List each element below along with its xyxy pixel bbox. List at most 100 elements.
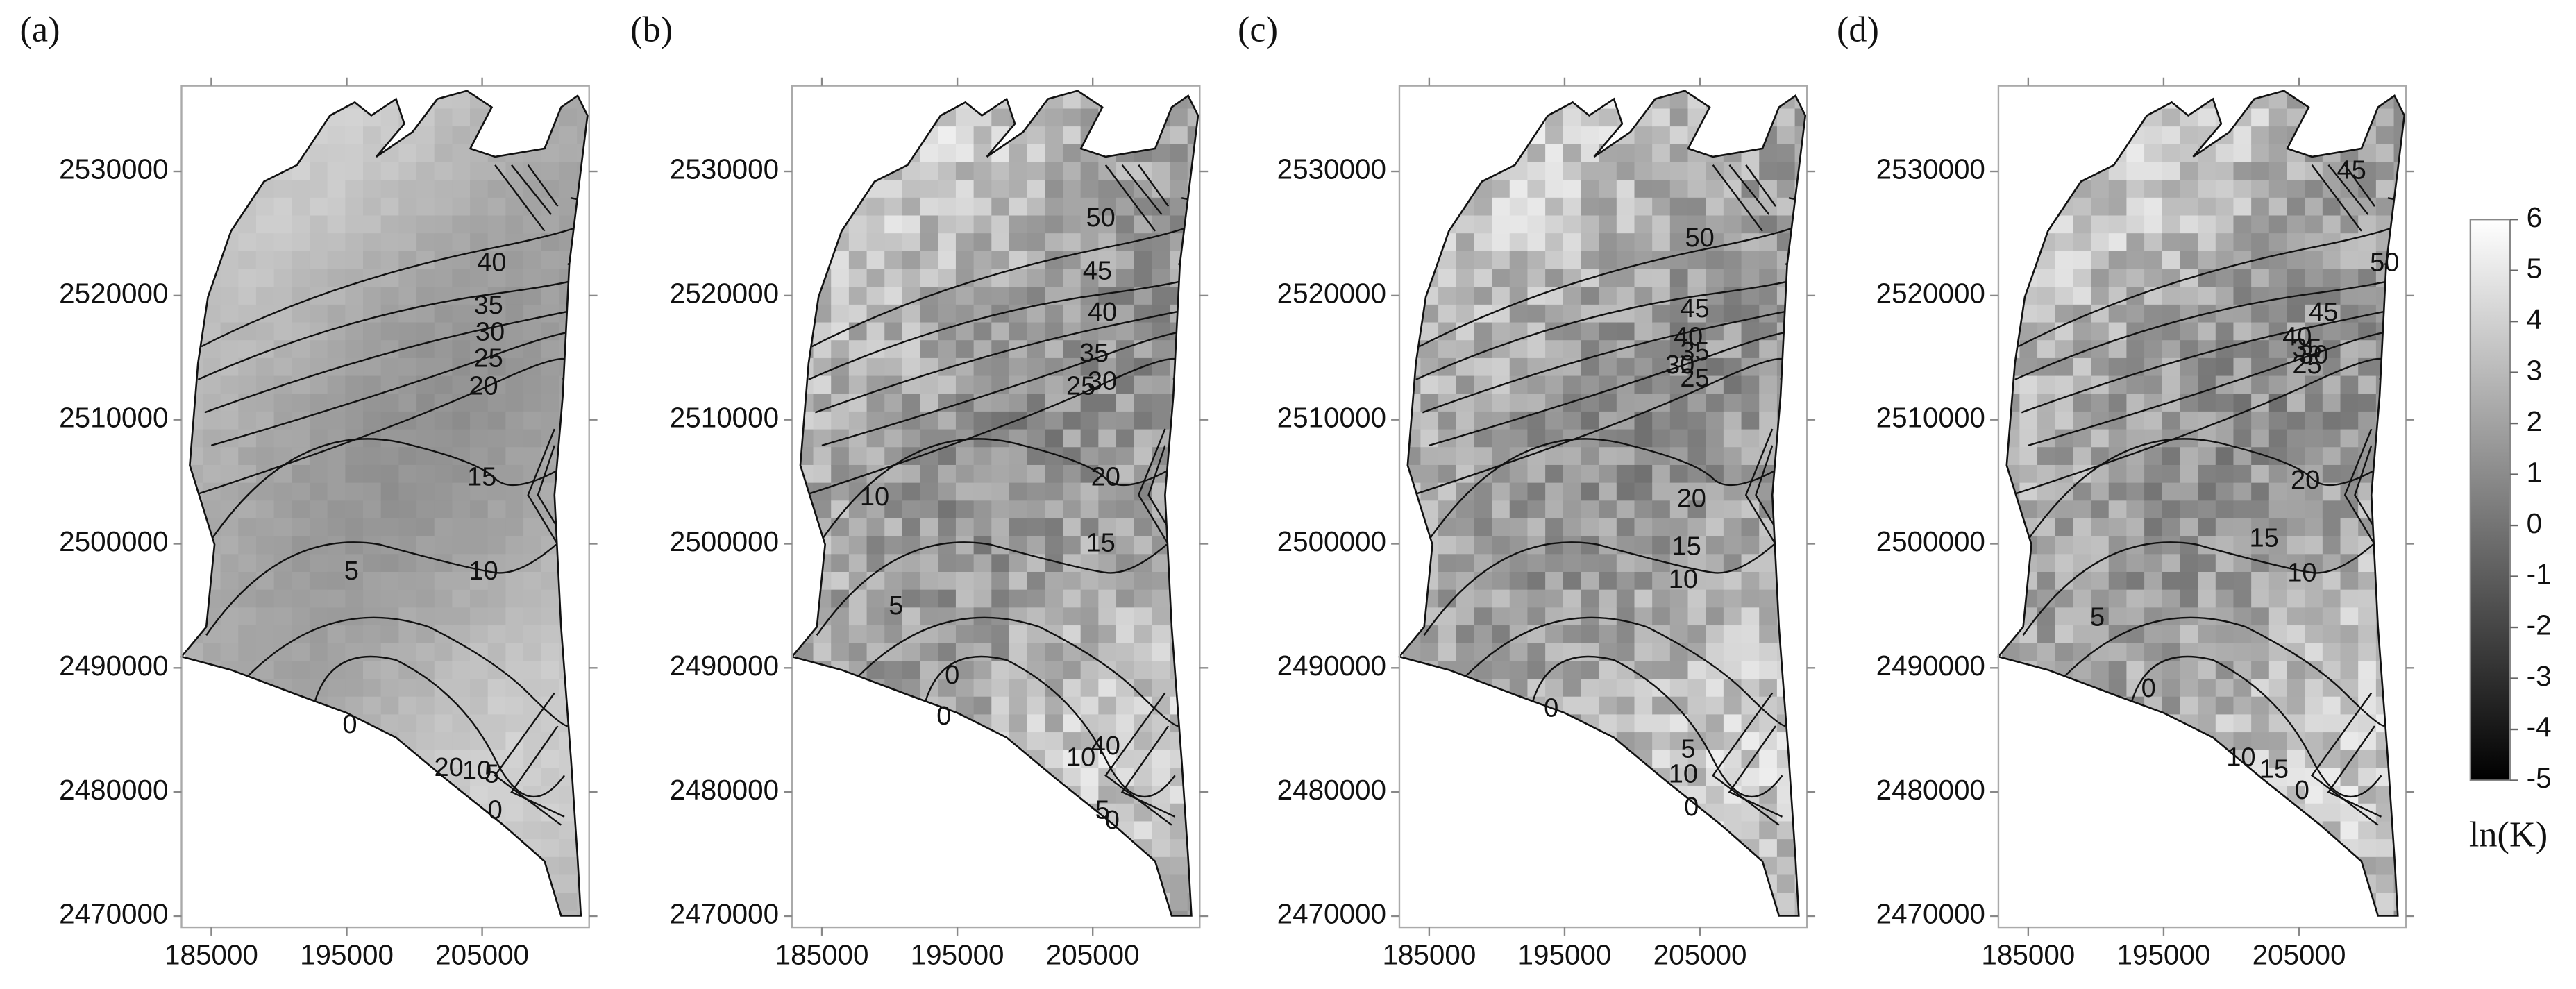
- cell: [1420, 893, 1439, 911]
- cell: [1170, 429, 1188, 448]
- cell: [955, 554, 975, 573]
- cell: [309, 571, 328, 591]
- cell: [1062, 394, 1081, 412]
- cell: [185, 786, 203, 804]
- cell: [380, 287, 400, 305]
- cell: [1009, 554, 1028, 573]
- cell: [2126, 768, 2145, 786]
- cell: [470, 251, 489, 270]
- cell: [327, 322, 346, 341]
- cell: [1687, 589, 1706, 609]
- cell: [1438, 893, 1457, 911]
- cell: [1687, 304, 1706, 323]
- cell: [2305, 180, 2323, 198]
- cell: [2073, 732, 2091, 751]
- cell: [1634, 643, 1653, 662]
- cell: [185, 90, 203, 110]
- cell: [1492, 180, 1510, 198]
- cell: [292, 768, 310, 786]
- cell: [1599, 251, 1617, 270]
- cell: [505, 269, 524, 287]
- cell: [1723, 910, 1742, 916]
- cell: [1098, 269, 1117, 287]
- cell: [920, 162, 938, 180]
- cell: [2287, 197, 2305, 217]
- cell: [1170, 180, 1188, 198]
- cell: [577, 696, 588, 716]
- cell: [380, 464, 400, 484]
- cell: [2001, 768, 2021, 786]
- cell: [1759, 732, 1778, 751]
- cell: [973, 607, 993, 626]
- cell: [2001, 571, 2021, 591]
- cell: [795, 144, 814, 163]
- cell: [1545, 197, 1564, 217]
- cell: [398, 893, 417, 911]
- cell: [1669, 500, 1689, 519]
- cell: [345, 215, 364, 234]
- cell: [1080, 589, 1100, 609]
- cell: [2375, 197, 2395, 217]
- cell: [2287, 571, 2305, 591]
- cell: [238, 375, 257, 394]
- cell: [1492, 287, 1510, 305]
- cell: [813, 910, 832, 916]
- cell: [1687, 768, 1706, 786]
- cell: [1759, 607, 1778, 626]
- cell: [255, 251, 275, 270]
- cell: [1634, 180, 1653, 198]
- cell: [1402, 144, 1422, 163]
- cell: [505, 500, 524, 519]
- cell: [2162, 768, 2181, 786]
- cell: [1456, 910, 1475, 916]
- cell: [1563, 340, 1582, 359]
- cell: [1652, 839, 1671, 858]
- cell: [2162, 180, 2181, 198]
- cell: [884, 571, 903, 591]
- cell: [831, 411, 850, 430]
- cell: [1687, 269, 1706, 287]
- y-tick-label: 2510000: [670, 401, 779, 433]
- cell: [1759, 661, 1778, 679]
- cell: [991, 589, 1010, 609]
- cell: [1706, 750, 1724, 769]
- cell: [327, 90, 346, 110]
- cell: [1134, 447, 1153, 466]
- cell: [1652, 144, 1671, 163]
- cell: [1563, 447, 1582, 466]
- cell: [1152, 589, 1170, 609]
- cell: [1456, 625, 1475, 644]
- cell: [991, 786, 1010, 804]
- cell: [292, 482, 310, 502]
- cell: [470, 679, 489, 698]
- cell: [2375, 375, 2395, 394]
- cell: [1187, 269, 1198, 287]
- cell: [1438, 856, 1457, 876]
- cell: [1170, 340, 1188, 359]
- cell: [1527, 518, 1546, 537]
- cell: [1187, 821, 1198, 840]
- cell: [1669, 126, 1689, 145]
- contour-line: [2017, 197, 2405, 348]
- cell: [220, 447, 239, 466]
- cell: [2215, 856, 2234, 876]
- cell: [2233, 500, 2252, 519]
- cell: [1794, 696, 1805, 716]
- cell: [1098, 180, 1117, 198]
- contour-label: 30: [475, 317, 505, 346]
- cell: [2126, 251, 2145, 270]
- cell: [1687, 180, 1706, 198]
- cell: [920, 554, 938, 573]
- cell: [434, 786, 453, 804]
- cell: [2126, 661, 2145, 679]
- cell: [416, 180, 435, 198]
- cell: [470, 589, 489, 609]
- cell: [185, 429, 203, 448]
- cell: [292, 90, 310, 110]
- cell: [1509, 643, 1529, 662]
- cell: [2091, 251, 2110, 270]
- cell: [1706, 536, 1724, 555]
- cell: [416, 394, 435, 412]
- contour-line: [2310, 692, 2382, 826]
